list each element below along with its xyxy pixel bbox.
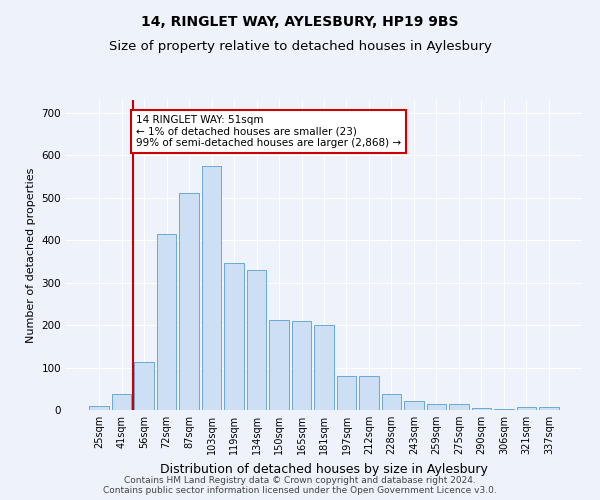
Bar [449,404,469,410]
Bar [539,406,559,410]
Bar [359,376,379,410]
Text: 14 RINGLET WAY: 51sqm
← 1% of detached houses are smaller (23)
99% of semi-detac: 14 RINGLET WAY: 51sqm ← 1% of detached h… [136,115,401,148]
Bar [427,404,446,410]
Bar [337,376,356,410]
Text: 14, RINGLET WAY, AYLESBURY, HP19 9BS: 14, RINGLET WAY, AYLESBURY, HP19 9BS [141,15,459,29]
Y-axis label: Number of detached properties: Number of detached properties [26,168,36,342]
Bar [404,400,424,410]
Bar [134,362,154,410]
Bar [269,320,289,410]
Bar [292,321,311,410]
Bar [382,394,401,410]
Bar [472,408,491,410]
Bar [179,194,199,410]
Text: Contains HM Land Registry data © Crown copyright and database right 2024.
Contai: Contains HM Land Registry data © Crown c… [103,476,497,495]
Bar [112,394,131,410]
X-axis label: Distribution of detached houses by size in Aylesbury: Distribution of detached houses by size … [160,462,488,475]
Text: Size of property relative to detached houses in Aylesbury: Size of property relative to detached ho… [109,40,491,53]
Bar [494,409,514,410]
Bar [247,270,266,410]
Bar [314,325,334,410]
Bar [202,166,221,410]
Bar [157,234,176,410]
Bar [89,406,109,410]
Bar [224,264,244,410]
Bar [517,406,536,410]
